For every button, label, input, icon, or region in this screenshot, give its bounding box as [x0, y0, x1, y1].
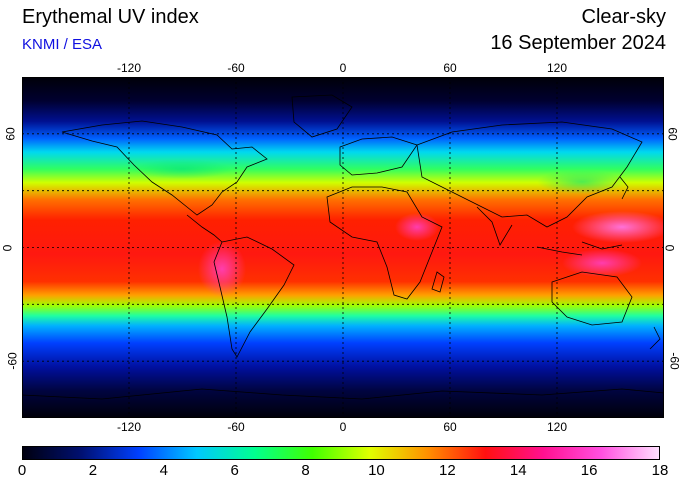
colorbar-tick-label: 4: [159, 462, 168, 479]
coastlines: [22, 94, 664, 400]
top-longitude-tick-label: -60: [227, 61, 245, 75]
map-source: KNMI / ESA: [22, 36, 103, 53]
bottom-longitude-tick-label: -60: [227, 420, 245, 434]
left-latitude-tick-label: -60: [5, 352, 20, 370]
bottom-longitude-tick-label: 0: [339, 420, 347, 434]
left-latitude-tick-label: 60: [3, 127, 18, 141]
colorbar-tick-label: 8: [301, 462, 310, 479]
sky-condition: Clear-sky: [581, 6, 666, 28]
map-title: Erythemal UV index: [22, 6, 199, 28]
colorbar-tick-label: 16: [580, 462, 598, 479]
uv-hotspot-andes: [198, 241, 246, 297]
bottom-longitude-tick-label: 120: [546, 420, 568, 434]
uv-map-canvas: [22, 77, 664, 418]
uv-cool-east-asia: [537, 170, 627, 194]
colorbar-tick-label: 18: [651, 462, 669, 479]
top-longitude-tick-label: 60: [443, 61, 457, 75]
top-longitude-tick-label: -120: [116, 61, 142, 75]
map-border: [22, 77, 664, 418]
map-date: 16 September 2024: [490, 32, 666, 54]
bottom-longitude-tick-label: -120: [116, 420, 142, 434]
uv-cool-north-america: [132, 159, 232, 179]
colorbar-tick-label: 14: [509, 462, 527, 479]
right-latitude-tick-label: 60: [665, 127, 680, 141]
graticule: [22, 77, 664, 418]
bottom-longitude-tick-label: 60: [443, 420, 457, 434]
uv-hotspot-pacific: [572, 211, 664, 243]
right-latitude-tick-label: 0: [662, 244, 677, 251]
uv-colorbar: [22, 446, 660, 460]
right-latitude-tick-label: -60: [667, 352, 682, 370]
uv-hotspot-africa: [395, 213, 439, 241]
colorbar-tick-label: 2: [88, 462, 98, 479]
colorbar-tick-label: 0: [17, 462, 27, 479]
top-longitude-tick-label: 120: [546, 61, 568, 75]
colorbar-tick-label: 10: [368, 462, 385, 479]
uv-hotspot-indonesia: [562, 249, 642, 277]
colorbar-tick-label: 12: [438, 462, 456, 479]
colorbar-tick-label: 6: [230, 462, 239, 479]
top-longitude-tick-label: 0: [339, 61, 347, 75]
uv-map: [22, 77, 664, 418]
left-latitude-tick-label: 0: [0, 244, 15, 251]
